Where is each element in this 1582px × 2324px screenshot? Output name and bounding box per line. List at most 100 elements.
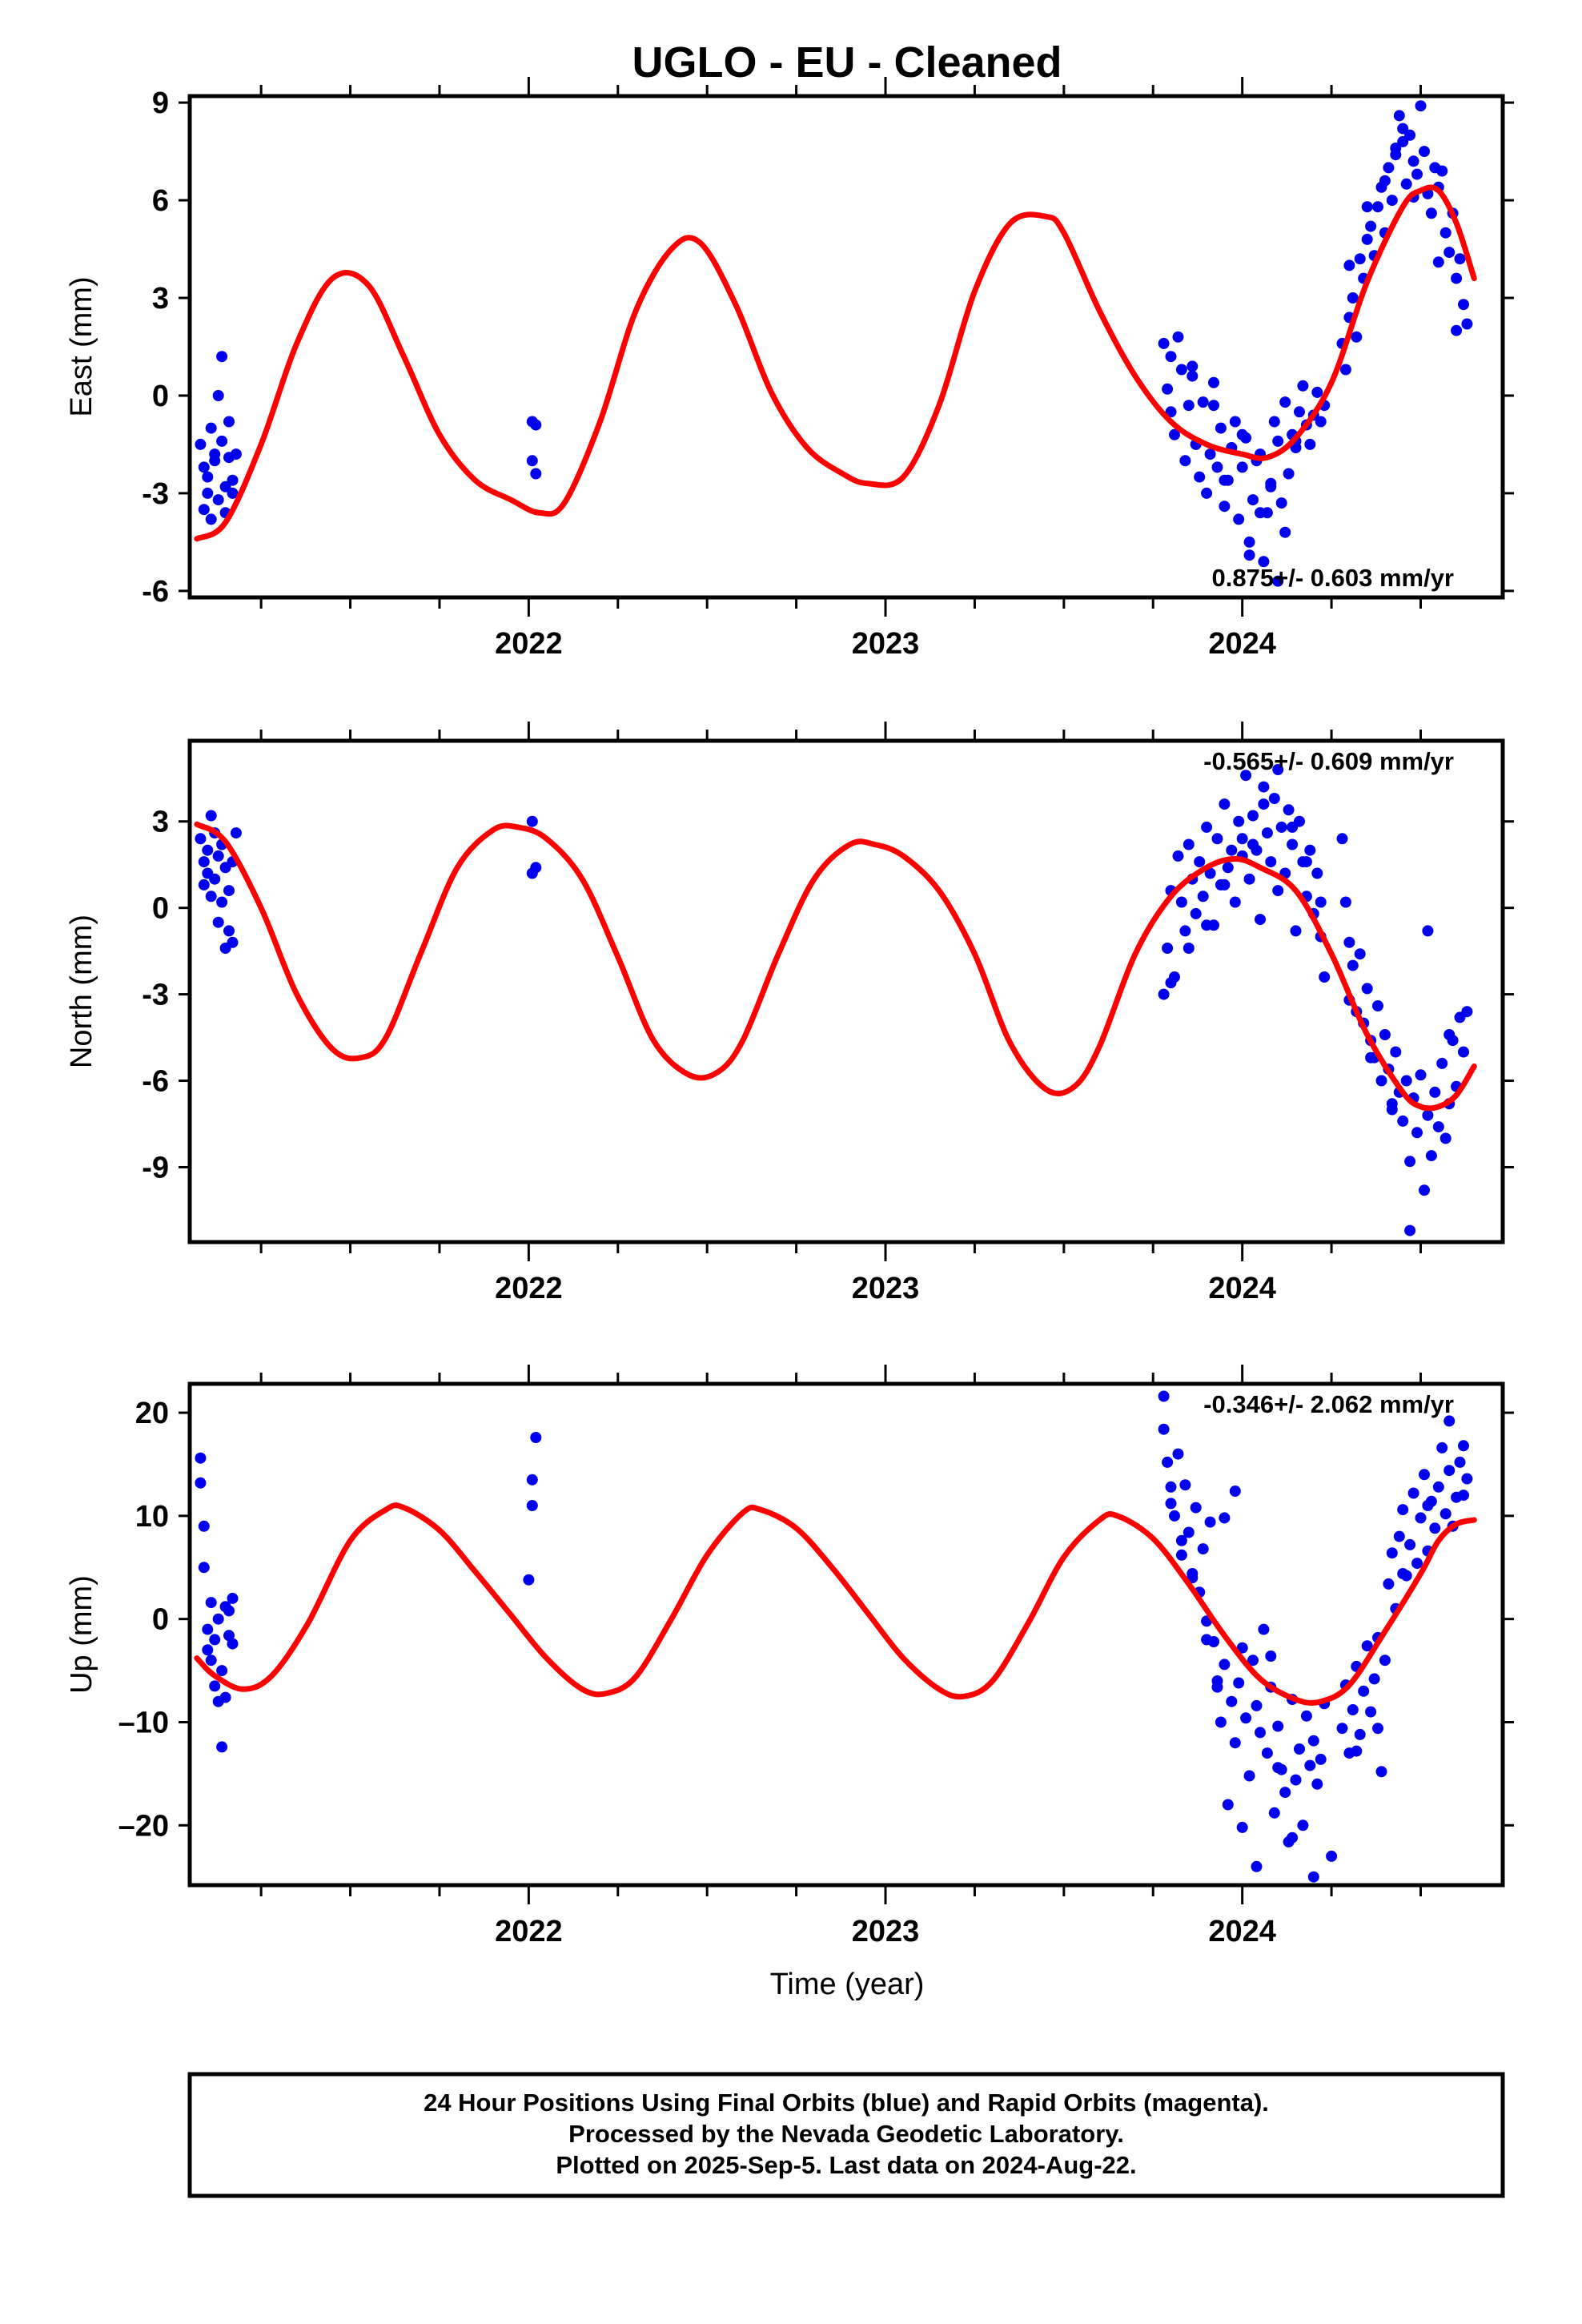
data-point [219, 480, 231, 493]
data-point [1429, 1522, 1441, 1534]
panel-frame-east [187, 94, 1505, 600]
data-point [1375, 1766, 1387, 1778]
data-point [1268, 793, 1280, 804]
x-tick-label: 2022 [495, 1272, 563, 1305]
data-point [1415, 100, 1427, 112]
data-point [205, 1655, 217, 1667]
data-point [195, 1452, 207, 1464]
data-point [1175, 896, 1187, 908]
data-point [1294, 1743, 1305, 1755]
data-point [1461, 1006, 1473, 1018]
y-axis-label-up: Up (mm) [65, 1575, 98, 1694]
footer-line-1: 24 Hour Positions Using Final Orbits (bl… [424, 2089, 1269, 2117]
data-point [1165, 351, 1177, 363]
rate-annotation-up: -0.346+/- 2.062 mm/yr [1203, 1390, 1454, 1418]
data-point [1397, 1568, 1409, 1579]
data-point [209, 873, 221, 885]
data-point [202, 1644, 214, 1656]
data-point [1304, 1759, 1316, 1771]
data-point [1165, 1498, 1177, 1510]
y-tick-label: -9 [142, 1151, 169, 1184]
data-point [212, 916, 224, 928]
data-point [1179, 455, 1191, 467]
data-point [1197, 891, 1209, 903]
data-point [1365, 1706, 1377, 1718]
data-point [1175, 364, 1187, 376]
data-point [1272, 575, 1284, 587]
y-tick-label: 3 [152, 806, 169, 839]
data-point [1165, 1481, 1177, 1493]
data-point [1229, 1737, 1241, 1749]
data-point [1339, 364, 1351, 376]
data-point [1365, 220, 1377, 232]
data-point [1169, 1510, 1180, 1522]
data-point [1339, 896, 1351, 908]
data-point [1386, 1547, 1398, 1559]
data-point [1179, 925, 1191, 937]
data-point [1443, 1029, 1456, 1040]
data-point [1354, 1728, 1366, 1740]
data-point [1208, 400, 1219, 412]
data-point [1208, 376, 1219, 388]
data-point [1219, 798, 1231, 810]
data-point [1343, 936, 1355, 948]
data-point [1297, 380, 1309, 392]
data-point [1162, 1456, 1174, 1468]
data-point [216, 1665, 228, 1677]
data-point [1201, 919, 1213, 931]
data-point [530, 1432, 542, 1443]
fit-curve-up [194, 1502, 1477, 1706]
data-point [1272, 885, 1284, 897]
data-point [526, 815, 538, 827]
data-point [227, 1638, 239, 1650]
data-point [1182, 943, 1195, 954]
data-point [1436, 1441, 1448, 1454]
data-point [1275, 821, 1287, 833]
y-tick-label: -3 [142, 979, 169, 1012]
data-point [1454, 253, 1466, 265]
data-point [195, 1477, 207, 1489]
data-point [1219, 1659, 1231, 1671]
data-point [1290, 925, 1302, 937]
x-tick-label: 2024 [1208, 627, 1276, 661]
data-point [1243, 536, 1255, 548]
data-point [1354, 948, 1366, 960]
data-point [1411, 168, 1423, 180]
data-point [1383, 1578, 1395, 1590]
x-axis-label: Time (year) [770, 1968, 925, 2001]
data-point [1219, 879, 1231, 891]
data-point [1393, 1530, 1405, 1542]
data-point [1258, 1623, 1270, 1635]
data-point [1204, 1516, 1216, 1528]
data-point [1315, 1753, 1327, 1765]
data-point [1222, 862, 1234, 874]
data-point [1258, 798, 1270, 810]
data-point [1162, 383, 1174, 395]
data-point [1258, 781, 1270, 793]
data-point [1186, 1568, 1199, 1579]
data-point [1361, 201, 1373, 213]
data-point [1422, 925, 1434, 937]
data-point [526, 1474, 538, 1486]
data-point [1461, 1473, 1473, 1485]
data-point [198, 879, 210, 891]
data-point [1451, 272, 1463, 284]
data-point [1439, 1132, 1452, 1144]
data-point [1158, 988, 1170, 1000]
data-point [1272, 1762, 1284, 1774]
data-point [1182, 1526, 1195, 1538]
data-point [1386, 1104, 1398, 1116]
data-point [1415, 1069, 1427, 1081]
x-tick-label: 2022 [495, 1915, 563, 1948]
data-point [195, 438, 207, 450]
data-point [1400, 1075, 1412, 1087]
data-point [1268, 1807, 1280, 1819]
data-point [1219, 474, 1231, 486]
data-point [1222, 1799, 1234, 1811]
data-point [1162, 943, 1174, 954]
data-point [1211, 833, 1223, 845]
data-point [1215, 422, 1227, 434]
data-point [1204, 867, 1216, 879]
data-point [1287, 821, 1299, 833]
points-up [195, 1390, 1473, 1883]
